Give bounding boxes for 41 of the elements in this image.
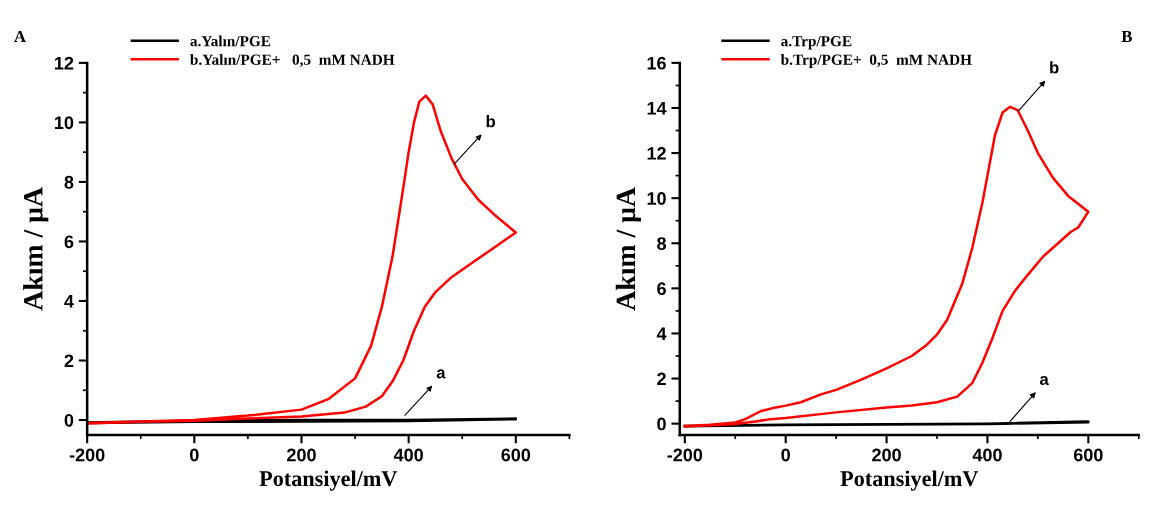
legend-label: a.Trp/PGE xyxy=(781,36,852,50)
y-axis-title: Akım / μA xyxy=(615,187,641,311)
y-tick-label: 16 xyxy=(647,56,666,70)
annotation: a xyxy=(436,369,446,379)
x-tick-label: -200 xyxy=(69,448,105,462)
y-tick-label: 6 xyxy=(64,235,74,249)
x-tick-label: 0 xyxy=(190,448,199,462)
text: B xyxy=(1121,31,1132,42)
y-tick-label: 6 xyxy=(657,282,666,296)
y-tick-label: 12 xyxy=(647,147,666,160)
y-tick-label: 12 xyxy=(55,56,74,70)
y-tick-label: 2 xyxy=(64,354,74,368)
annotation: a xyxy=(1039,375,1049,386)
legend-label: a.Yalın/PGE xyxy=(190,35,271,47)
line-series xyxy=(683,105,1090,428)
legend-label: b.Trp/PGE+ 0,5 mM NADH xyxy=(780,54,972,68)
x-tick-label: 400 xyxy=(393,448,423,462)
y-tick-label: 10 xyxy=(647,192,666,205)
y-tick-label: 4 xyxy=(64,295,74,308)
x-tick-label: 600 xyxy=(1073,448,1103,462)
y-tick-label: 4 xyxy=(656,327,667,340)
y-tick-label: 0 xyxy=(657,417,666,431)
x-tick-label: 0 xyxy=(781,448,790,462)
x-tick-label: 200 xyxy=(872,448,901,462)
x-axis-title: Potansiyel/mV xyxy=(840,470,979,491)
annotation: b xyxy=(1050,61,1059,74)
x-axis-title: Potansiyel/mV xyxy=(259,470,398,491)
y-tick-label: 0 xyxy=(64,413,74,427)
text: A xyxy=(14,30,26,42)
x-tick-label: 200 xyxy=(287,448,316,462)
x-tick-label: 400 xyxy=(972,448,1002,462)
y-axis-title: Akım / μA xyxy=(23,187,49,311)
legend-label: b.Yalın/PGE+ 0,5 mM NADH xyxy=(190,54,395,68)
y-tick-label: 8 xyxy=(657,237,667,250)
y-tick-label: 10 xyxy=(55,116,74,130)
y-tick-label: 8 xyxy=(64,175,74,189)
y-tick-label: 2 xyxy=(657,372,666,386)
y-tick-label: 14 xyxy=(647,102,667,115)
x-tick-label: 600 xyxy=(501,448,531,462)
x-tick-label: -200 xyxy=(667,448,703,462)
annotation: b xyxy=(486,115,496,128)
